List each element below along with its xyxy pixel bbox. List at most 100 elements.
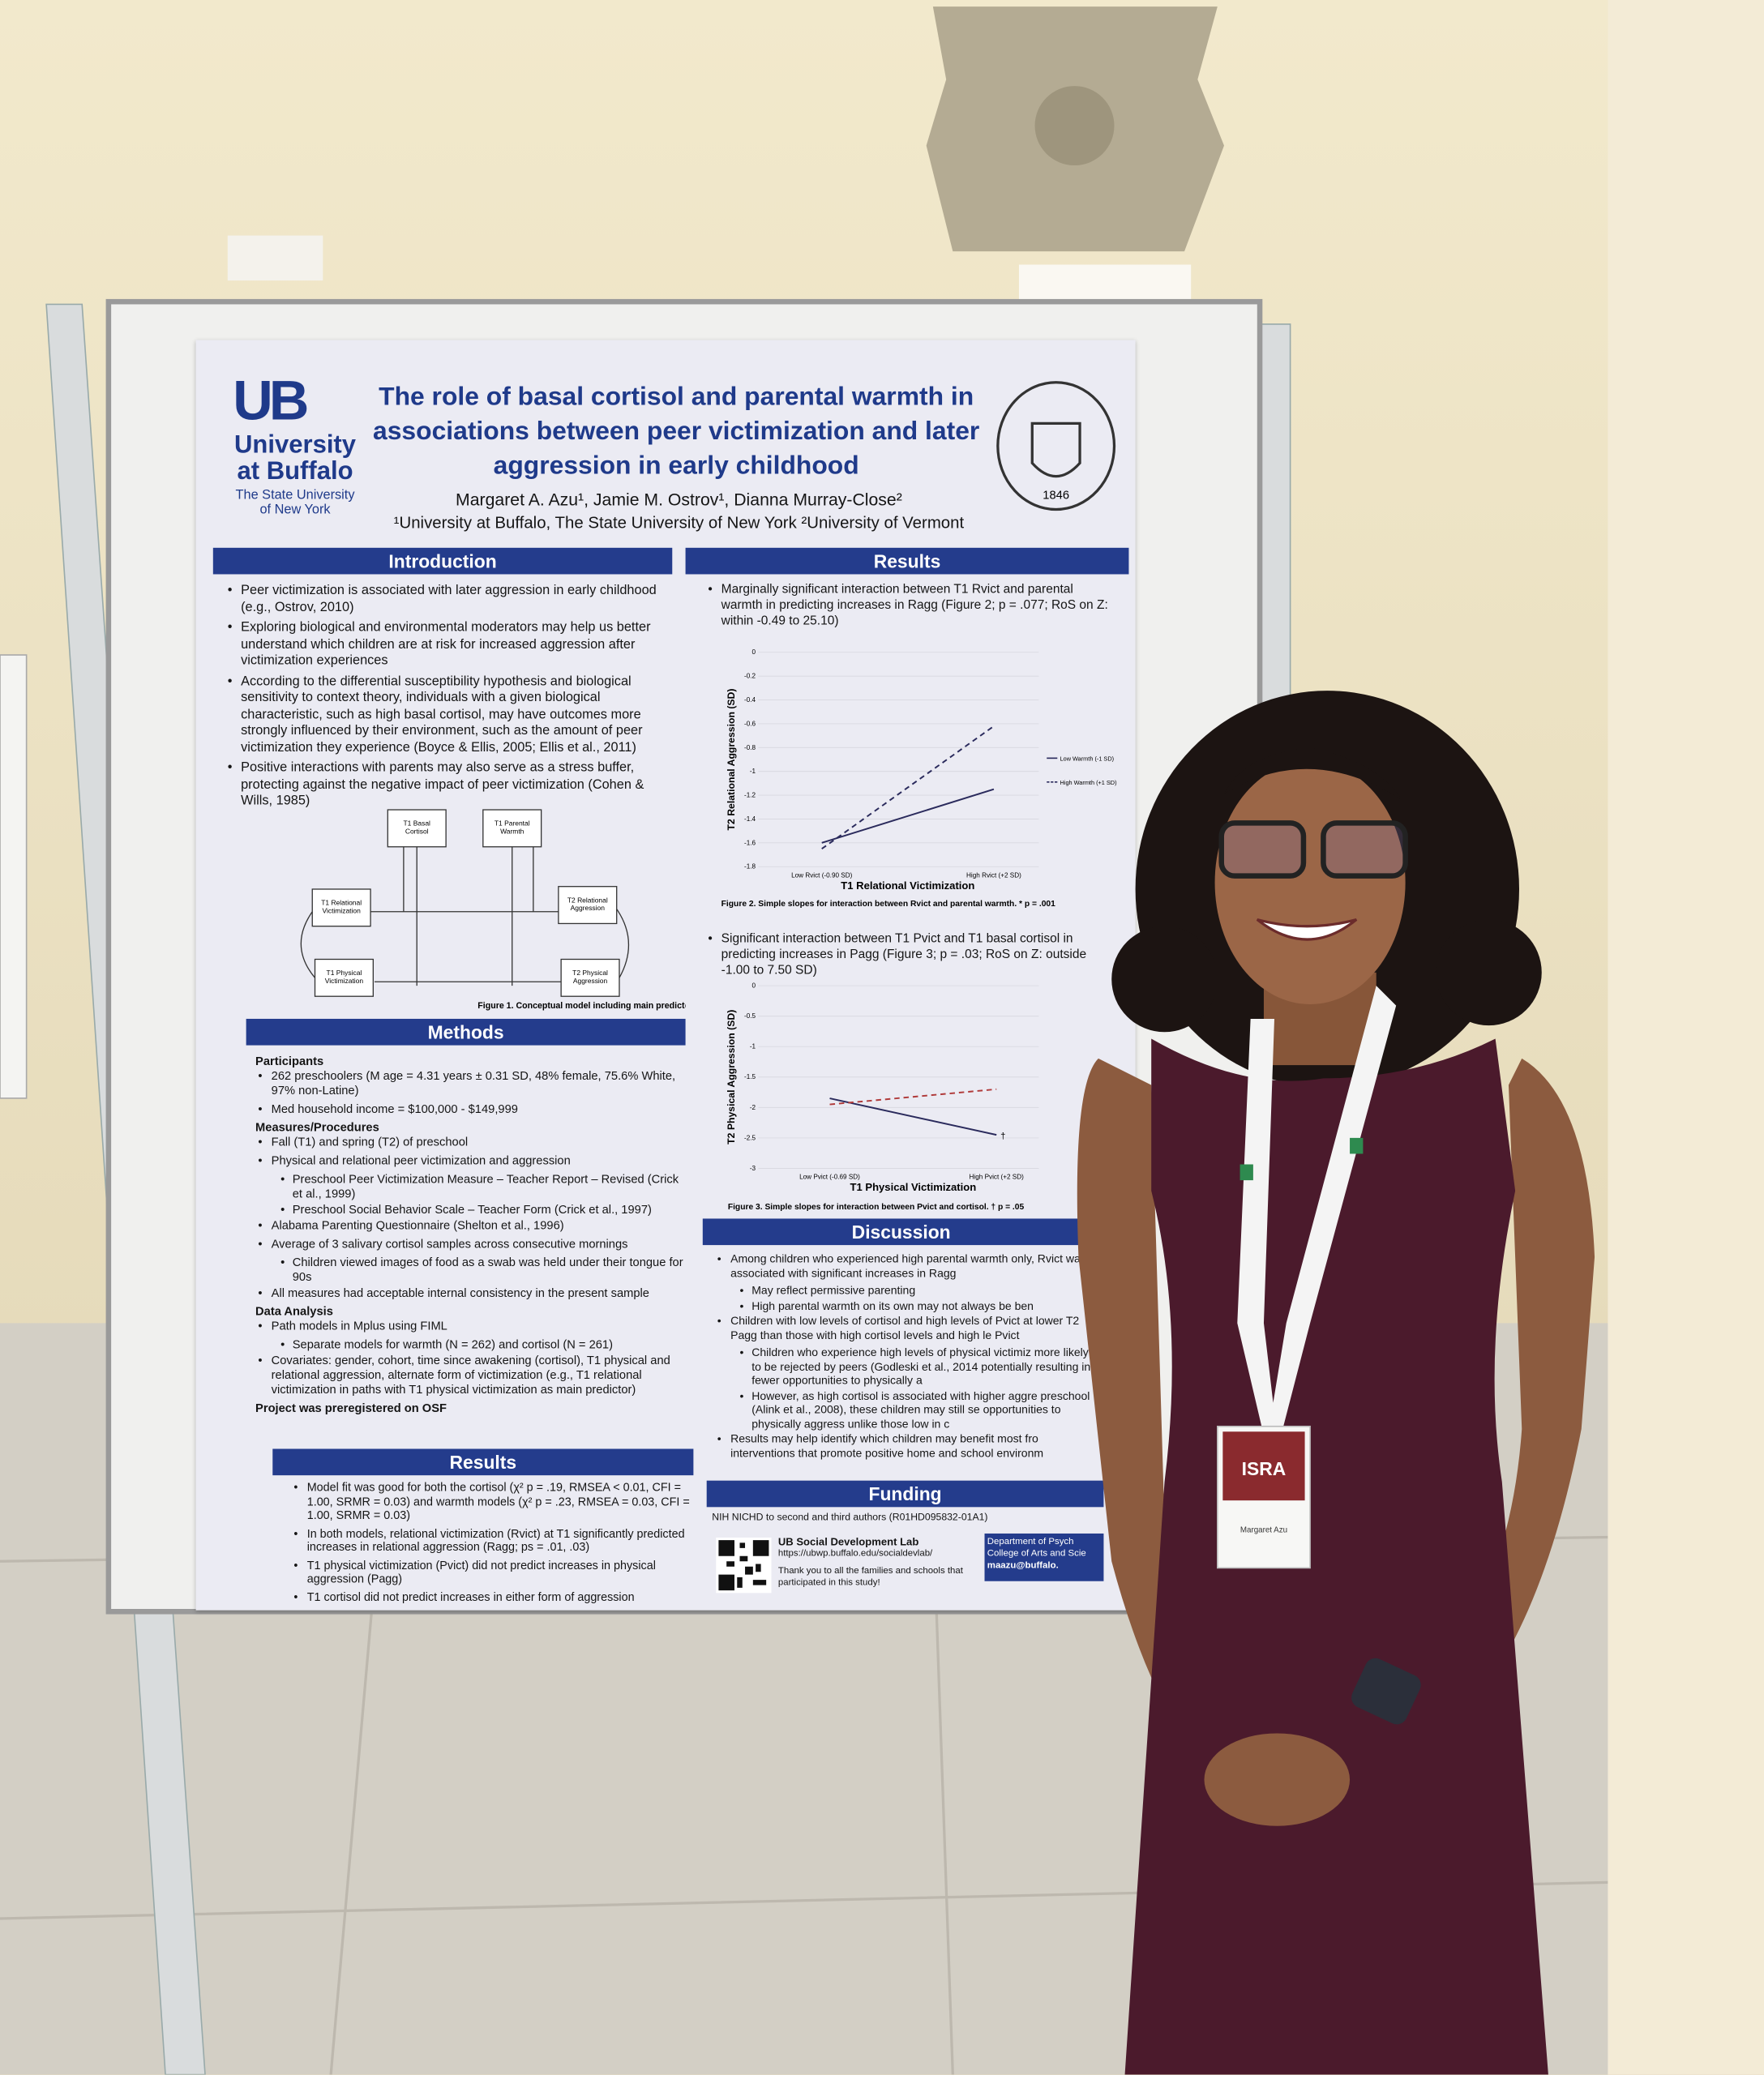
bullet: Among children who experienced high pare… — [715, 1251, 1092, 1279]
bullet: T1 physical victimization (Pvict) did no… — [291, 1558, 699, 1585]
section-heading: Results — [272, 1448, 694, 1476]
arrows — [300, 836, 630, 986]
right-arm — [1402, 1058, 1595, 1747]
left-arm — [1077, 1058, 1284, 1813]
bullet: Marginally significant interaction betwe… — [705, 582, 1115, 630]
y-tick-label: -0.8 — [744, 744, 756, 751]
node-label-line: Victimization — [325, 977, 364, 985]
annotation: † — [1000, 1132, 1005, 1141]
bullet: According to the differential susceptibi… — [225, 674, 669, 757]
sub-bullet: Children who experience high levels of p… — [715, 1346, 1092, 1387]
node-label-line: Victimization — [322, 906, 361, 914]
section-heading: Discussion — [702, 1218, 1100, 1246]
email: maazu@buffalo. — [987, 1561, 1059, 1571]
bullet: Med household income = $100,000 - $149,9… — [255, 1102, 686, 1117]
other-board — [0, 654, 28, 1099]
poster: UB University at Buffalo The State Unive… — [195, 340, 1136, 1611]
x-tick-label: Low Rvict (-0.90 SD) — [791, 871, 853, 879]
qr-code — [716, 1537, 772, 1594]
result-text: Significant interaction between T1 Pvict… — [705, 931, 1115, 983]
figure-caption: Figure 1. Conceptual model including mai… — [477, 1001, 685, 1011]
bullet: In both models, relational victimization… — [291, 1526, 699, 1554]
hair-curl — [1436, 919, 1542, 1026]
y-tick-label: -1 — [750, 1043, 756, 1050]
affiliations: ¹University at Buffalo, The State Univer… — [393, 513, 965, 533]
y-tick-label: -2.5 — [744, 1134, 756, 1141]
authors: Margaret A. Azu¹, Jamie M. Ostrov¹, Dian… — [456, 489, 902, 510]
node-label-line: Aggression — [573, 977, 608, 985]
node-label: T1 Physical Victimization — [325, 969, 364, 985]
badge-name: Margaret Azu — [1240, 1525, 1287, 1534]
bullet: Peer victimization is associated with la… — [225, 584, 669, 617]
intro-list: Peer victimization is associated with la… — [225, 584, 669, 815]
glasses — [1218, 820, 1307, 879]
node-label-line: T2 Physical — [572, 969, 608, 977]
section-heading: Introduction — [212, 547, 673, 575]
node-label-line: T1 Basal — [403, 819, 430, 828]
qr-pattern — [718, 1540, 769, 1591]
y-tick-label: -0.2 — [744, 673, 756, 680]
node-label-line: Aggression — [571, 904, 606, 912]
bullet: Results may help identify which children… — [715, 1431, 1092, 1459]
section-heading: Results — [685, 547, 1129, 575]
bullet: Model fit was good for both the cortisol… — [291, 1481, 699, 1522]
bullet: Covariates: gender, cohort, time since a… — [255, 1354, 686, 1397]
y-tick-label: -1.8 — [744, 863, 756, 871]
seal-ring — [996, 381, 1116, 511]
logo-subtitle: The State University of New York — [235, 488, 355, 518]
figure-caption: Figure 2. Simple slopes for interaction … — [721, 900, 1055, 909]
pillar — [1608, 0, 1764, 2075]
node-label-line: T1 Physical — [327, 969, 362, 977]
sub-bullet: However, as high cortisol is associated … — [715, 1388, 1092, 1430]
poster-title: The role of basal cortisol and parental … — [373, 382, 980, 481]
bullet: Children with low levels of cortisol and… — [715, 1314, 1092, 1341]
y-tick-label: -1.4 — [744, 815, 756, 823]
section-heading: Methods — [246, 1018, 686, 1046]
y-tick-label: -0.6 — [744, 720, 756, 727]
sub-bullet: May reflect permissive parenting — [715, 1283, 1092, 1297]
y-tick-label: -1.5 — [744, 1073, 756, 1080]
x-tick-label: High Rvict (+2 SD) — [966, 871, 1021, 879]
y-tick-label: -0.4 — [744, 696, 756, 704]
node-label: T1 Relational Victimization — [321, 899, 362, 915]
legend-label: High Warmth (+1 SD) — [1060, 779, 1117, 786]
lab-name: UB Social Development Lab — [777, 1536, 919, 1548]
hands — [1204, 1733, 1351, 1826]
y-tick-label: 0 — [752, 648, 756, 656]
node-box — [558, 886, 618, 925]
series-line — [821, 725, 995, 849]
logo-name: University at Buffalo — [234, 431, 357, 486]
x-axis-title: T1 Relational Victimization — [841, 879, 974, 892]
capital-ornament — [1034, 86, 1115, 166]
figure-3: 0 -0.5 -1 -1.5 -2 -2.5 -3 Low Pvict (-0.69 SD) H… — [726, 982, 1039, 1212]
figure-caption: Figure 3. Simple slopes for interaction … — [728, 1203, 1025, 1212]
sub-bullet: Separate models for warmth (N = 262) and… — [255, 1337, 686, 1352]
dress — [1124, 1038, 1548, 2075]
bullet: Fall (T1) and spring (T2) of preschool — [255, 1136, 686, 1150]
sub-bullet: Preschool Social Behavior Scale – Teache… — [255, 1203, 686, 1217]
seal: 1846 — [996, 381, 1116, 511]
subheading: Participants — [255, 1055, 324, 1068]
node-label: T2 Relational Aggression — [567, 896, 608, 912]
hairline — [1223, 747, 1403, 801]
x-axis-title: T1 Physical Victimization — [850, 1181, 977, 1193]
sub-bullet: Preschool Peer Victimization Measure – T… — [255, 1172, 686, 1201]
node-label: T1 Parental Warmth — [495, 819, 530, 836]
series-line — [821, 788, 995, 844]
badge-header — [1222, 1431, 1305, 1501]
hair-curl — [1111, 926, 1218, 1033]
node-box — [482, 809, 542, 848]
y-tick-label: -1.6 — [744, 839, 756, 846]
figure-1: T1 Basal Cortisol T1 Parental Warmth T1 Rela… — [300, 809, 686, 1011]
bullet: T1 cortisol did not predict increases in… — [291, 1589, 699, 1603]
node-label-line: Cortisol — [405, 827, 429, 835]
series-line — [829, 1097, 997, 1136]
y-axis-title: T2 Relational Aggression (SD) — [726, 689, 737, 831]
lanyard-mark — [1350, 1137, 1364, 1154]
lanyard-mark — [1240, 1164, 1253, 1181]
node-label: T1 Basal Cortisol — [403, 819, 430, 836]
y-tick-label: -1 — [750, 768, 756, 775]
department-box: Department of Psych College of Arts and … — [984, 1533, 1104, 1581]
methods-list: Participants262 preschoolers (M age = 4.… — [255, 1052, 686, 1416]
